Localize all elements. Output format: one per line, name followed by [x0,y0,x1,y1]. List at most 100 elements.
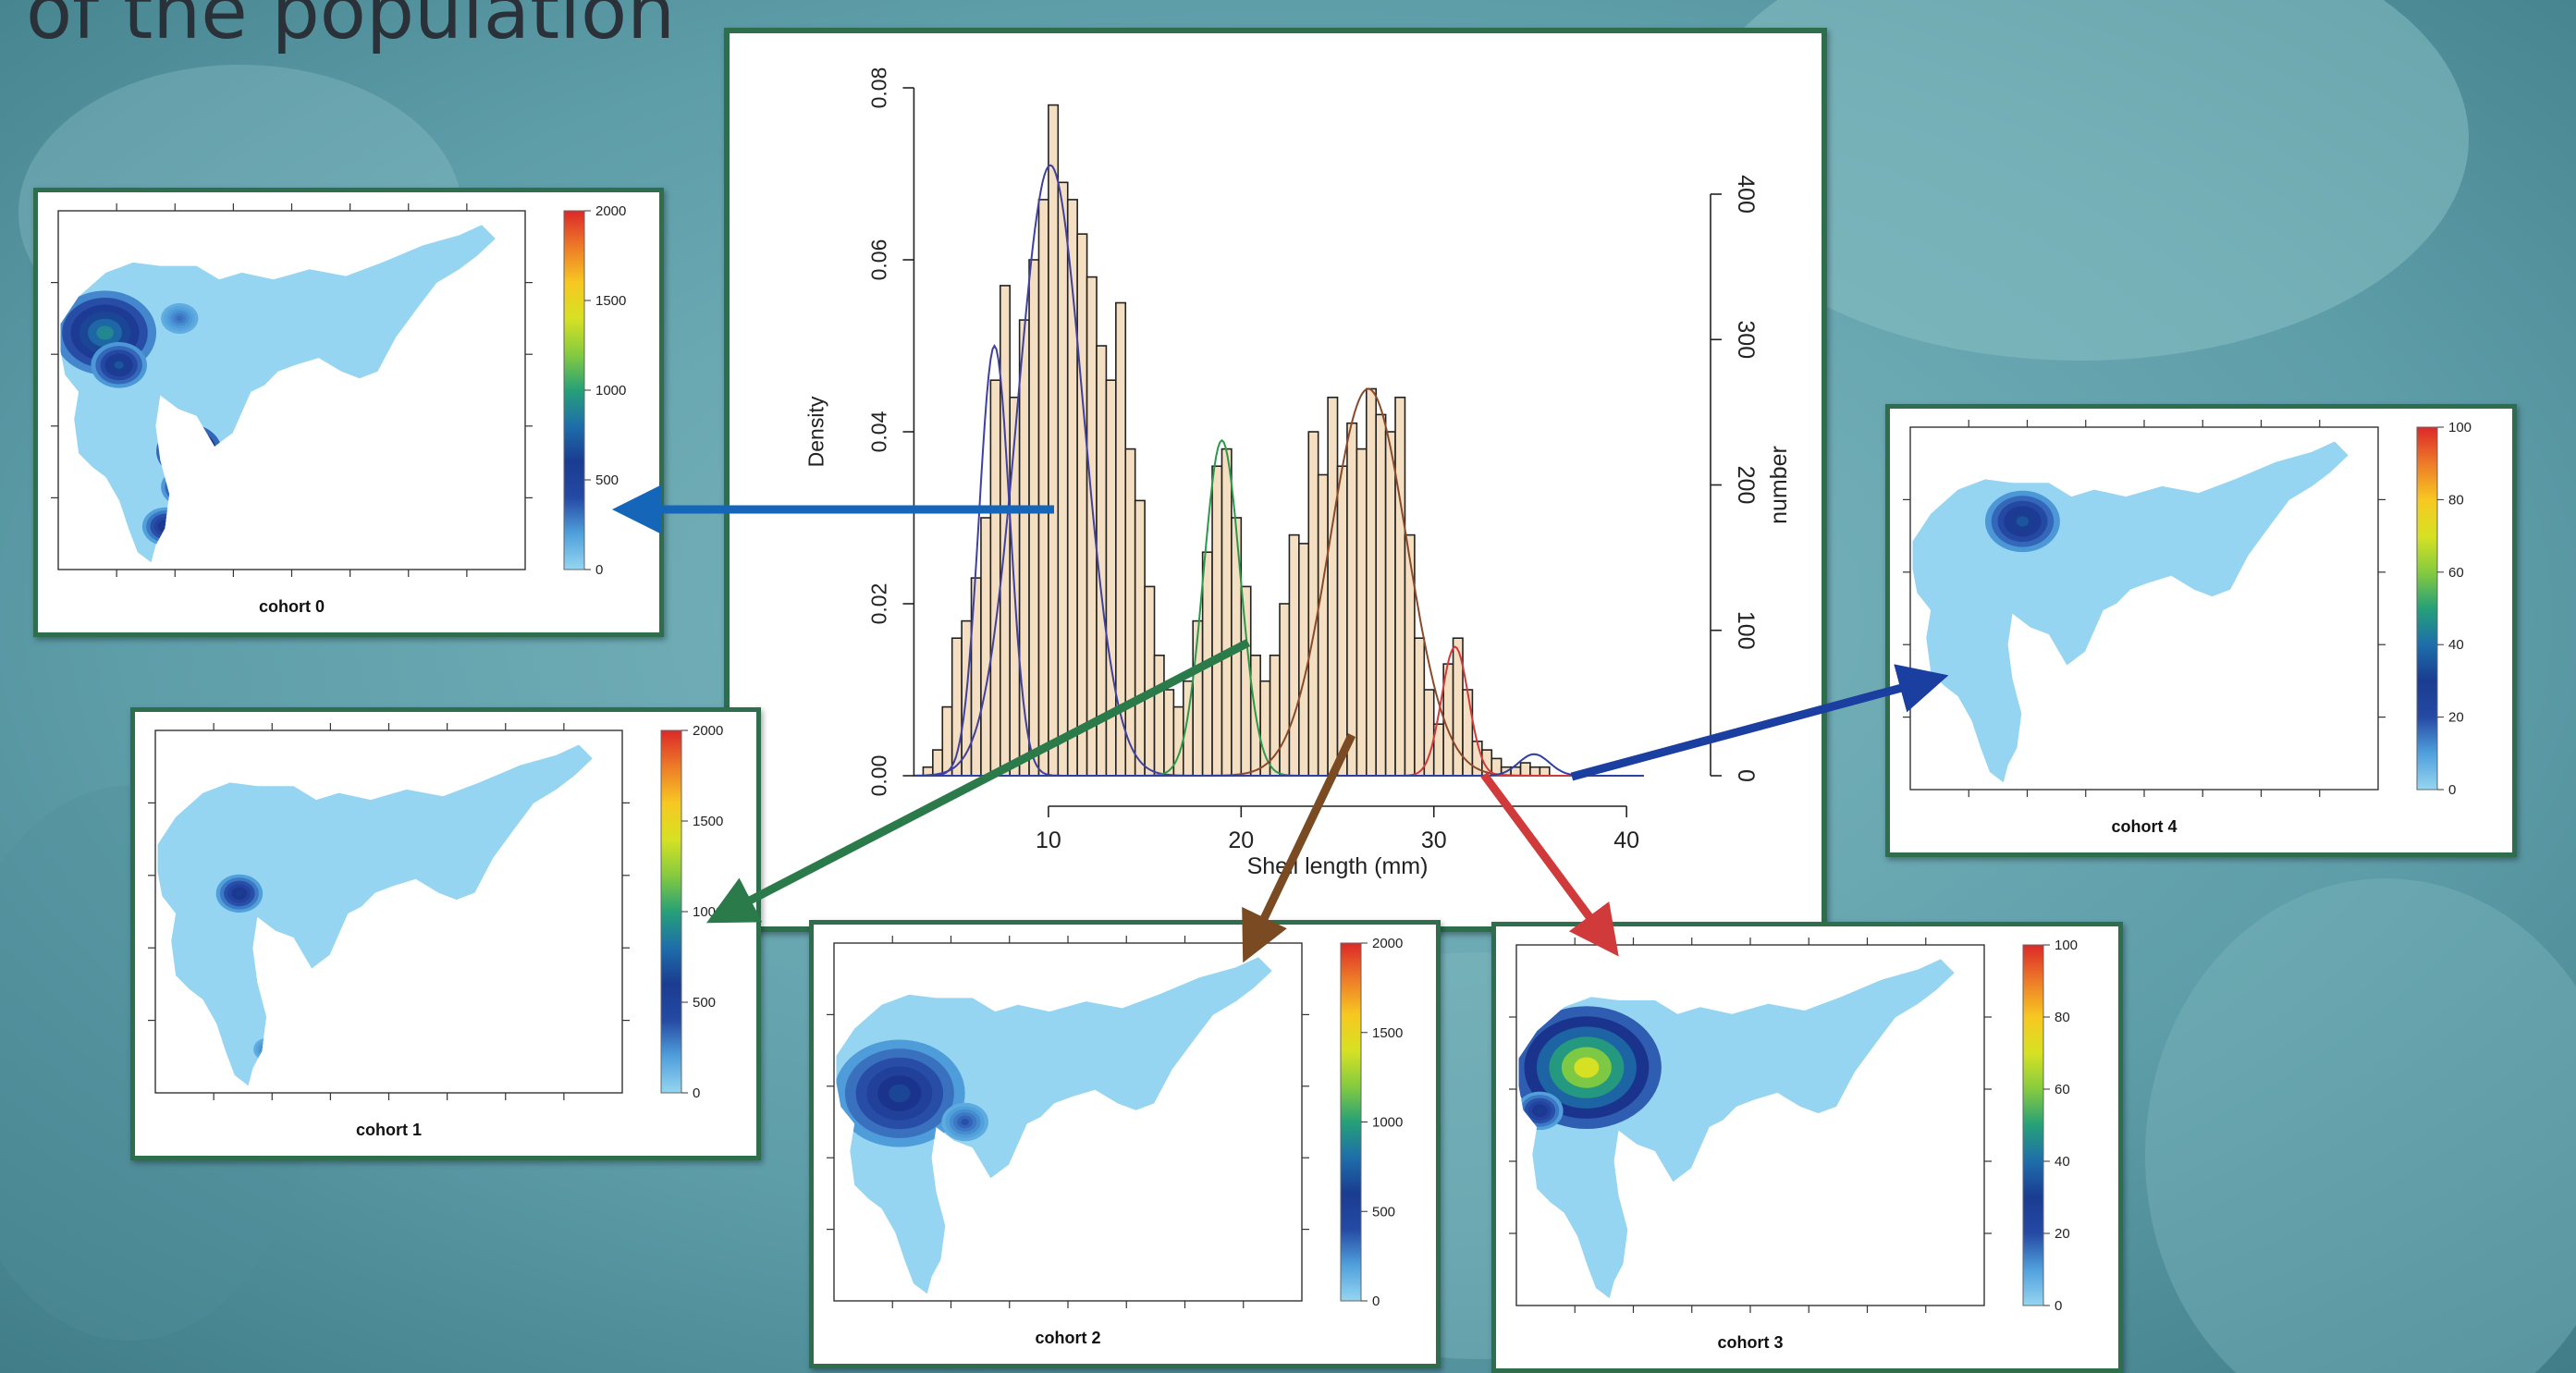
histogram-bar [1240,585,1252,777]
cohort-2-map: 0 500 1000 1500 2000 cohort 2 [827,936,1403,1347]
density-hotspot [1574,1057,1600,1078]
density-hotspot [889,1084,911,1103]
cohort-1-map: 0 500 1000 1500 2000 cohort 1 [148,723,723,1139]
colour-scale-label: 500 [595,472,619,488]
colour-scale-label: 2000 [595,203,626,219]
cohort-0-map: 0 500 1000 1500 2000 cohort 0 [51,203,626,616]
density-hotspot [2016,516,2030,527]
colour-scale-label: 500 [1372,1204,1395,1220]
cohort-caption: cohort 0 [259,597,325,616]
histogram-bar [1028,259,1040,777]
colour-scale-label: 1000 [1372,1115,1403,1131]
histogram-bar [1346,422,1358,777]
histogram-bar [1355,447,1368,777]
x-tick-label: 40 [1613,827,1639,853]
colour-scale-bar [1340,942,1362,1302]
density-hotspot [96,325,114,340]
histogram-bar [1539,766,1551,777]
density-tick-label: 0.04 [866,411,890,452]
density-hotspot [114,361,124,369]
histogram-bar [932,749,944,777]
cohort-4-map: 0 20 40 60 80 100 cohort 4 [1903,420,2472,836]
cohort-caption: cohort 1 [356,1121,422,1139]
colour-scale-label: 60 [2448,565,2464,581]
histogram-bar [1269,654,1281,777]
colour-scale-label: 20 [2448,710,2464,726]
colour-scale-label: 100 [2448,420,2472,435]
colour-scale-label: 1500 [595,293,626,309]
histogram-panel: 0.00 0.02 0.04 0.06 0.08 Density 0 100 200 300 400… [724,28,1827,932]
colour-scale-label: 2000 [1372,936,1403,951]
histogram-bar [999,285,1012,777]
histogram-bar [1134,499,1146,777]
density-tick-label: 0.08 [866,67,890,109]
histogram-plot: 0.00 0.02 0.04 0.06 0.08 Density 0 100 200 300 400… [803,67,1792,879]
cohort-4-panel: 0 20 40 60 80 100 cohort 4 [1885,404,2517,857]
cohort-3-panel: 0 20 40 60 80 100 cohort 3 [1491,922,2123,1373]
colour-scale-label: 1500 [1372,1025,1403,1041]
x-tick-label: 30 [1421,827,1447,853]
histogram-bar [1144,585,1156,777]
number-tick-label: 100 [1733,611,1759,650]
histogram-bar [1279,603,1291,777]
colour-scale-label: 40 [2055,1154,2070,1170]
x-tick-label: 10 [1036,827,1061,853]
colour-scale-bar [563,210,585,570]
histogram-bar [1201,551,1213,777]
colour-scale-label: 60 [2055,1082,2070,1097]
histogram-bar [1124,447,1136,777]
density-hotspot [176,315,183,322]
colour-scale-label: 20 [2055,1226,2070,1242]
colour-scale-label: 40 [2448,637,2464,653]
histogram-bar [1115,301,1127,777]
density-hotspot [961,1119,969,1125]
histogram-bar [1086,276,1098,777]
colour-scale-label: 0 [2448,782,2456,798]
cohort-2-panel: 0 500 1000 1500 2000 cohort 2 [809,920,1441,1368]
cohort-caption: cohort 4 [2111,817,2177,836]
colour-scale-label: 80 [2448,492,2464,508]
colour-scale-label: 500 [693,995,716,1011]
histogram-bar [1153,654,1165,777]
histogram-bar [1365,387,1378,777]
colour-scale-label: 1000 [693,904,723,920]
cohort-0-panel: 0 500 1000 1500 2000 cohort 0 [33,188,664,637]
density-hotspot [1536,1107,1544,1114]
histogram-bar [1529,766,1541,777]
colour-scale-label: 1000 [595,383,626,398]
histogram-bar [1231,517,1243,777]
cohort-caption: cohort 2 [1035,1329,1100,1347]
colour-scale-label: 80 [2055,1010,2070,1025]
colour-scale-label: 100 [2055,938,2078,953]
histogram-bar [1307,431,1319,777]
colour-scale-label: 2000 [693,723,723,739]
density-axis-label: Density [803,396,828,467]
histogram-bar [1298,543,1310,777]
histogram-bar [1221,447,1233,777]
histogram-bar [1327,396,1339,777]
histogram-bar [1057,181,1069,777]
cohort-caption: cohort 3 [1717,1333,1783,1352]
histogram-bar [1384,431,1396,777]
histogram-bar [1375,413,1387,777]
number-tick-label: 0 [1733,769,1759,782]
histogram-bar [989,379,1001,777]
histogram-bar [1048,104,1060,777]
density-tick-label: 0.06 [866,239,890,281]
x-tick-label: 20 [1228,827,1254,853]
colour-scale-bar [2416,426,2438,791]
histogram-bar [1105,379,1117,777]
histogram-bar [941,705,953,777]
colour-scale-bar [2022,944,2044,1306]
histogram-bar [1163,689,1175,777]
colour-scale-bar [660,729,682,1094]
slide-title: of the population [26,0,676,56]
histogram-bar [1414,637,1426,777]
density-tick-label: 0.02 [866,583,890,625]
histogram-bar [1404,533,1416,777]
histogram-bar [1336,465,1348,777]
colour-scale-label: 0 [1372,1293,1380,1309]
histogram-bar [1394,396,1406,777]
number-tick-label: 400 [1733,175,1759,214]
histogram-bar [980,517,992,777]
